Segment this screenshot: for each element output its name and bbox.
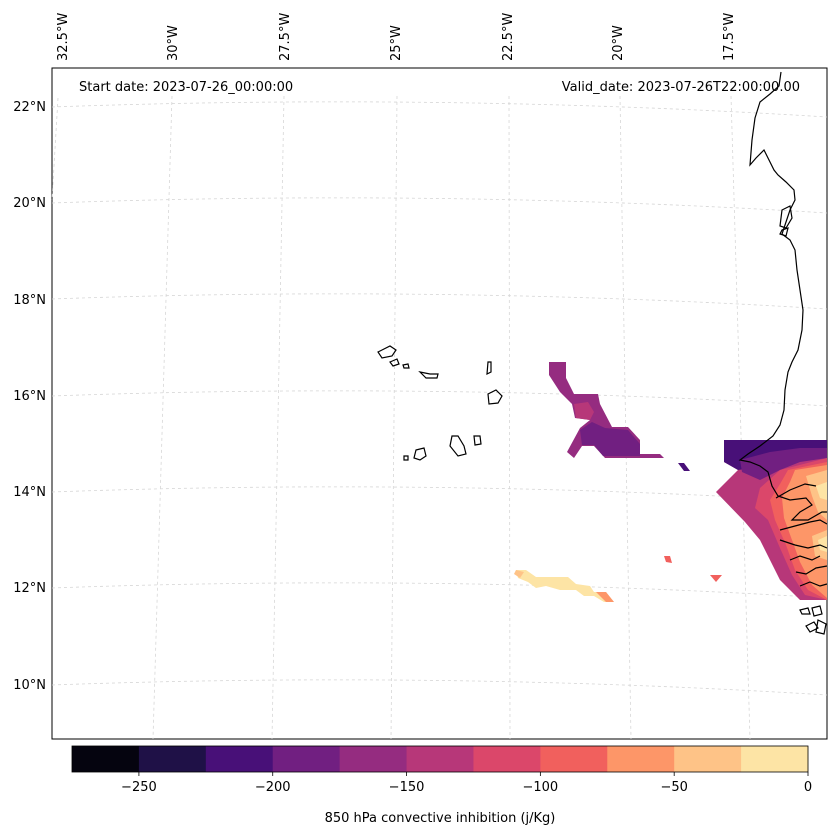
colorbar-tick-label: −100	[523, 780, 559, 795]
cin-region-coast-violet	[740, 448, 827, 480]
latitude-labels: 22°N 20°N 18°N 16°N 14°N 12°N 10°N	[13, 100, 46, 693]
lat-label: 10°N	[13, 678, 46, 693]
cin-region-small-spot-1	[664, 556, 672, 563]
colorbar-tick-label: 0	[804, 780, 812, 795]
cin-region-small-spot-2	[710, 575, 722, 582]
colorbar-swatches	[72, 746, 809, 772]
cape-verde-maio	[473, 435, 482, 446]
colorbar-swatch	[205, 746, 274, 772]
cape-verde-santiago	[449, 435, 467, 457]
colorbar-swatch	[674, 746, 742, 772]
cape-verde-brava	[403, 455, 409, 461]
colorbar-label: 850 hPa convective inhibition (j/Kg)	[325, 811, 556, 826]
cin-region-offshore-dark	[580, 422, 640, 456]
colorbar-tick-label: −200	[255, 780, 291, 795]
cape-verde-sao-nicolau	[418, 371, 439, 379]
cape-verde-santo-antao	[377, 345, 397, 359]
cin-contour-fills	[514, 362, 827, 602]
cin-region-offshore-magenta	[574, 402, 594, 420]
colorbar-swatch	[406, 746, 474, 772]
cin-region-coast-pale-2	[816, 482, 827, 500]
longitude-labels: 32.5°W 30°W 27.5°W 25°W 22.5°W 20°W 17.5…	[56, 13, 737, 61]
gambia-river	[775, 483, 817, 499]
lat-label: 14°N	[13, 485, 46, 500]
colorbar-swatch	[72, 746, 140, 772]
lat-label: 20°N	[13, 196, 46, 211]
colorbar-outline	[71, 745, 809, 773]
colorbar-swatch	[741, 746, 809, 772]
guinea-bissau-coast	[779, 539, 828, 587]
lat-label: 16°N	[13, 389, 46, 404]
lon-label: 27.5°W	[278, 13, 293, 61]
colorbar-swatch	[272, 746, 341, 772]
coastlines	[377, 71, 828, 635]
africa-west-coastline	[738, 71, 827, 521]
lat-label: 22°N	[13, 100, 46, 115]
cin-region-offshore-small	[678, 463, 690, 471]
colorbar-swatch	[138, 746, 207, 772]
cape-verde-boa-vista	[487, 389, 503, 405]
colorbar: −250 −200 −150 −100 −50 0 850 hPa convective …	[71, 745, 812, 826]
cin-region-coast-pale	[818, 536, 827, 552]
lon-label: 32.5°W	[56, 13, 71, 61]
canary-coast-inlet	[779, 205, 793, 237]
valid-date-label: Valid_date: 2023-07-26T22:00:00.00	[562, 80, 800, 95]
cin-region-coast-light-orange	[806, 470, 827, 520]
cape-verde-sao-vicente	[389, 358, 400, 367]
colorbar-tick-label: −150	[389, 780, 425, 795]
lon-label: 30°W	[166, 25, 181, 61]
lon-label: 17.5°W	[722, 13, 737, 61]
bijagos-islands	[799, 605, 827, 635]
colorbar-ticks: −250 −200 −150 −100 −50 0	[121, 772, 812, 795]
cin-region-south-band-edge-2	[596, 592, 614, 602]
map-frame	[51, 67, 828, 740]
cin-region-south-band	[516, 570, 614, 602]
graticule	[51, 95, 828, 740]
colorbar-tick-label: −50	[660, 780, 687, 795]
lon-label: 25°W	[389, 25, 404, 61]
lat-label: 12°N	[13, 581, 46, 596]
cin-region-offshore-purple	[549, 362, 664, 458]
colorbar-swatch	[473, 746, 541, 772]
colorbar-swatch	[540, 746, 608, 772]
lon-label: 22.5°W	[501, 13, 516, 61]
colorbar-swatch	[339, 746, 408, 772]
cape-verde-sal	[486, 361, 492, 376]
cin-region-south-band-edge	[514, 570, 524, 578]
lat-label: 18°N	[13, 293, 46, 308]
senegal-southern-coast	[779, 519, 828, 531]
colorbar-swatch	[607, 746, 675, 772]
cape-verde-santa-luzia	[402, 363, 410, 369]
cape-verde-fogo	[413, 447, 427, 461]
colorbar-tick-label: −250	[121, 780, 157, 795]
lon-label: 20°W	[611, 25, 626, 61]
start-date-label: Start date: 2023-07-26_00:00:00	[79, 80, 293, 95]
